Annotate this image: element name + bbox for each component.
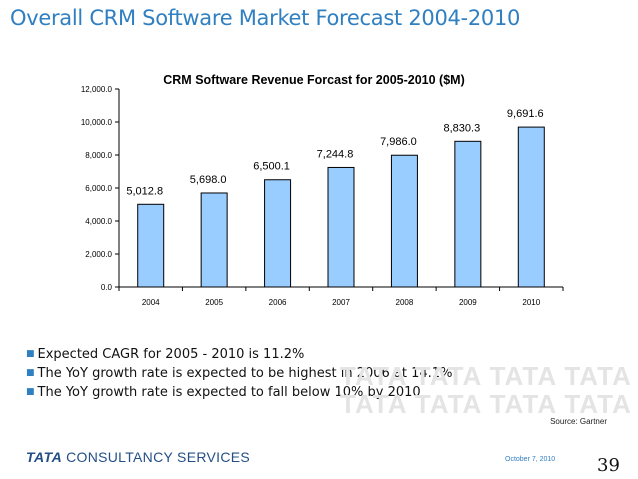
y-tick-label: 4,000.0 (85, 217, 112, 226)
bar-2007 (327, 166, 355, 288)
x-tick-label-2008: 2008 (396, 298, 414, 307)
bullet-icon: ■ (26, 349, 35, 359)
bullet-falling-growth: ■ The YoY growth rate is expected to fall… (26, 383, 586, 402)
bullet-text: The YoY growth rate is expected to fall … (37, 385, 421, 400)
slide-date: October 7, 2010 (505, 456, 556, 463)
bar-2010 (517, 126, 545, 288)
y-tick-label: 6,000.0 (85, 184, 112, 193)
bullet-text: The YoY growth rate is expected to be hi… (37, 366, 453, 381)
bullet-icon: ■ (26, 368, 35, 378)
value-label-2005: 5,698.0 (190, 174, 227, 186)
value-label-2009: 8,830.3 (444, 122, 481, 134)
x-tick-label-2006: 2006 (269, 298, 287, 307)
x-tick-label-2009: 2009 (459, 298, 477, 307)
bar-2008 (390, 154, 418, 288)
watermark-row: TATA TATA TATA TATA TATA (340, 362, 638, 391)
bar-2004 (137, 203, 165, 288)
slide-title: Overall CRM Software Market Forecast 200… (10, 6, 521, 30)
y-tick-label: 0.0 (101, 283, 113, 292)
value-label-2010: 9,691.6 (507, 108, 544, 120)
logo-brand: TATA (26, 449, 63, 465)
bullet-cagr: ■ Expected CAGR for 2005 - 2010 is 11.2% (26, 345, 586, 364)
bullet-highest-growth: ■ The YoY growth rate is expected to be h… (26, 364, 586, 383)
revenue-bar-chart: CRM Software Revenue Forcast for 2005-20… (81, 73, 564, 307)
bar-2006 (264, 179, 292, 288)
page-number: 39 (597, 455, 620, 476)
bar-2009 (454, 140, 482, 288)
watermark-row: TATA TATA TATA TATA TATA (340, 389, 638, 419)
x-tick-label-2005: 2005 (205, 298, 223, 307)
chart-title: CRM Software Revenue Forcast for 2005-20… (163, 73, 464, 87)
bullet-text: Expected CAGR for 2005 - 2010 is 11.2% (37, 347, 305, 362)
x-tick-label-2007: 2007 (332, 298, 350, 307)
x-tick-label-2010: 2010 (522, 298, 540, 307)
value-label-2004: 5,012.8 (126, 185, 163, 197)
logo-name: CONSULTANCY SERVICES (66, 449, 251, 465)
tata-watermark: TATA TATA TATA TATA TATA TATA TATA TATA … (340, 362, 638, 422)
y-tick-label: 10,000.0 (81, 118, 113, 127)
value-label-2006: 6,500.1 (253, 161, 290, 173)
bullet-icon: ■ (26, 387, 35, 397)
source-note: Source: Gartner (550, 417, 607, 426)
bullet-list: ■ Expected CAGR for 2005 - 2010 is 11.2% … (26, 345, 586, 402)
value-label-2007: 7,244.8 (317, 148, 354, 160)
tcs-logo: TATA CONSULTANCY SERVICES (26, 449, 250, 465)
y-tick-label: 2,000.0 (85, 250, 112, 259)
plot-area: 0.0 2,000.0 4,000.0 6,000.0 8,000.0 10,000.0 1… (81, 85, 564, 307)
bar-2005 (200, 192, 228, 288)
x-tick-label-2004: 2004 (142, 298, 160, 307)
y-tick-label: 8,000.0 (85, 151, 112, 160)
value-label-2008: 7,986.0 (380, 136, 417, 148)
y-tick-label: 12,000.0 (81, 85, 113, 94)
